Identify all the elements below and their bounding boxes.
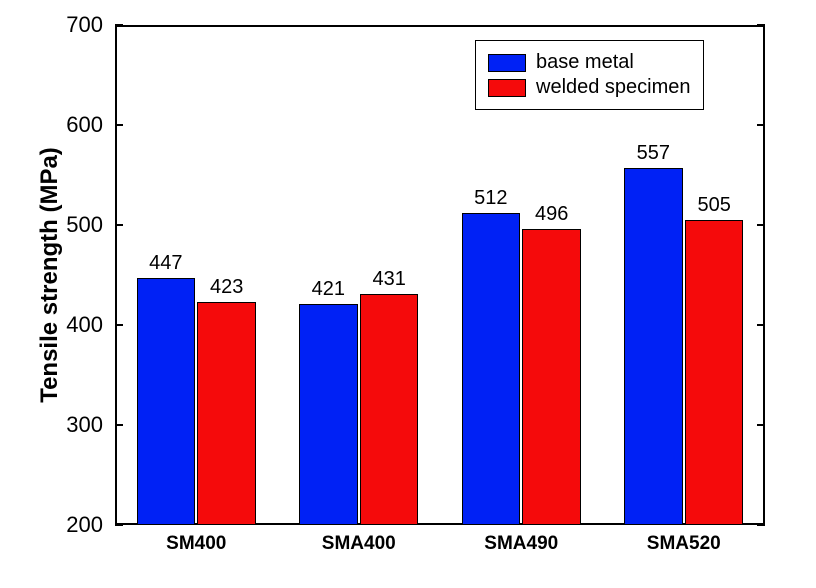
- bar: [624, 168, 683, 525]
- bar: [360, 294, 419, 525]
- bar: [299, 304, 358, 525]
- legend-label: base metal: [536, 51, 634, 74]
- legend-row: welded specimen: [488, 76, 691, 99]
- x-tick-label: SM400: [166, 533, 226, 555]
- y-tick: [757, 124, 765, 126]
- bar-value-label: 512: [474, 187, 507, 210]
- y-tick: [757, 424, 765, 426]
- y-tick: [115, 524, 123, 526]
- bar: [685, 220, 744, 525]
- bar-value-label: 421: [312, 278, 345, 301]
- bar-value-label: 557: [637, 142, 670, 165]
- y-tick: [115, 424, 123, 426]
- bar-value-label: 431: [373, 268, 406, 291]
- y-tick: [757, 224, 765, 226]
- x-tick-label: SMA520: [647, 533, 721, 555]
- legend: base metalwelded specimen: [475, 40, 704, 110]
- bar: [522, 229, 581, 525]
- y-axis-title: Tensile strength (MPa): [36, 125, 64, 425]
- legend-row: base metal: [488, 51, 691, 74]
- y-tick: [757, 524, 765, 526]
- y-tick: [115, 124, 123, 126]
- legend-label: welded specimen: [536, 76, 691, 99]
- y-tick: [115, 224, 123, 226]
- x-tick-label: SMA400: [322, 533, 396, 555]
- y-tick-label: 200: [0, 512, 103, 538]
- bar-value-label: 447: [149, 252, 182, 275]
- y-tick: [757, 24, 765, 26]
- bar: [137, 278, 196, 525]
- bar: [462, 213, 521, 525]
- legend-swatch: [488, 79, 526, 97]
- x-tick-label: SMA490: [484, 533, 558, 555]
- bar: [197, 302, 256, 525]
- bar-value-label: 423: [210, 276, 243, 299]
- legend-swatch: [488, 54, 526, 72]
- y-tick: [757, 324, 765, 326]
- tensile-strength-bar-chart: 200300400500600700Tensile strength (MPa)…: [0, 0, 816, 588]
- y-tick-label: 700: [0, 12, 103, 38]
- y-tick: [115, 324, 123, 326]
- bar-value-label: 505: [698, 194, 731, 217]
- bar-value-label: 496: [535, 203, 568, 226]
- y-tick: [115, 24, 123, 26]
